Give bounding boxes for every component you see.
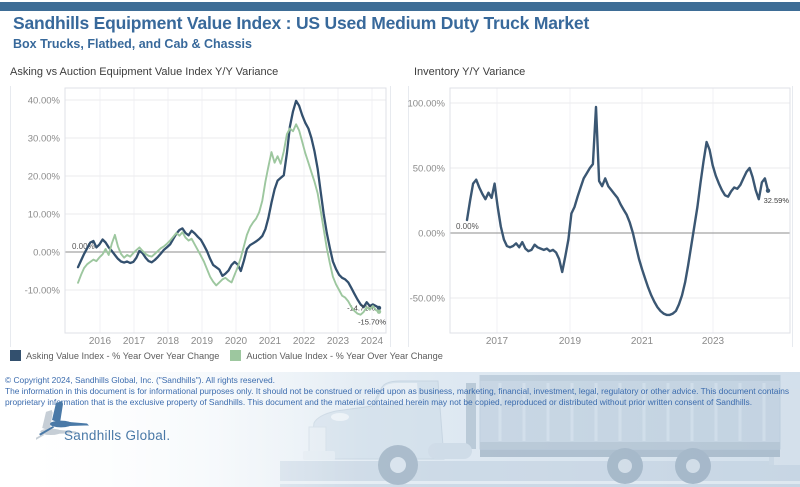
legend-item-auction: Auction Value Index - % Year Over Year C… — [230, 350, 443, 361]
y-gridlines — [65, 99, 386, 291]
svg-text:2016: 2016 — [89, 336, 112, 347]
x-gridlines — [99, 88, 373, 333]
chart-legend: Asking Value Index - % Year Over Year Ch… — [10, 350, 454, 361]
page-title: Sandhills Equipment Value Index : US Use… — [13, 13, 590, 33]
series-line-0 — [465, 105, 770, 317]
svg-text:10.00%: 10.00% — [28, 210, 61, 221]
x-gridlines — [496, 88, 714, 333]
svg-text:2022: 2022 — [293, 336, 316, 347]
svg-text:20.00%: 20.00% — [28, 172, 61, 183]
y-axis-labels: 100.00% 50.00% 0.00% -50.00% — [407, 99, 445, 305]
svg-text:2017: 2017 — [486, 336, 509, 347]
svg-text:2024: 2024 — [361, 336, 384, 347]
y-axis-labels: 40.00% 30.00% 20.00% 10.00% 0.00% -10.00% — [25, 96, 61, 297]
svg-text:100.00%: 100.00% — [407, 99, 445, 110]
logo-text: Sandhills Global. — [64, 428, 171, 443]
legend-label-auction: Auction Value Index - % Year Over Year C… — [246, 350, 443, 361]
footer: © Copyright 2024, Sandhills Global, Inc.… — [0, 372, 800, 487]
svg-text:2019: 2019 — [191, 336, 214, 347]
svg-text:-50.00%: -50.00% — [410, 294, 446, 305]
svg-text:2018: 2018 — [157, 336, 180, 347]
svg-text:2023: 2023 — [327, 336, 350, 347]
header-accent-bar — [0, 2, 800, 11]
svg-text:0.00%: 0.00% — [33, 248, 60, 259]
series-line-0 — [76, 99, 381, 310]
left-chart-title: Asking vs Auction Equipment Value Index … — [10, 66, 279, 78]
inventory-chart: 100.00% 50.00% 0.00% -50.00% 2017 2019 2021 202… — [407, 86, 793, 347]
series-end-label: -14.71% — [347, 304, 375, 313]
svg-text:50.00%: 50.00% — [413, 164, 446, 175]
copyright-line: © Copyright 2024, Sandhills Global, Inc.… — [5, 375, 276, 385]
svg-text:2023: 2023 — [702, 336, 725, 347]
svg-text:2021: 2021 — [631, 336, 654, 347]
footer-fade-overlay — [0, 372, 800, 487]
legend-item-asking: Asking Value Index - % Year Over Year Ch… — [10, 350, 219, 361]
series-end-label: -15.70% — [358, 318, 386, 327]
right-chart-title: Inventory Y/Y Variance — [414, 66, 526, 78]
value-index-chart: 40.00% 30.00% 20.00% 10.00% 0.00% -10.00% 2016… — [10, 86, 391, 347]
svg-text:40.00%: 40.00% — [28, 96, 61, 107]
svg-text:2021: 2021 — [259, 336, 282, 347]
legend-label-asking: Asking Value Index - % Year Over Year Ch… — [26, 350, 220, 361]
page-subtitle: Box Trucks, Flatbed, and Cab & Chassis — [13, 37, 252, 51]
series-end-marker — [376, 309, 382, 314]
crane-icon — [36, 401, 89, 440]
svg-text:-10.00%: -10.00% — [25, 286, 61, 297]
x-axis-labels: 2016 2017 2018 2019 2020 2021 2022 2023 2024 — [89, 336, 384, 347]
svg-text:2017: 2017 — [123, 336, 146, 347]
zero-annotation: 0.00% — [456, 222, 479, 231]
asking-swatch — [10, 350, 21, 361]
series-end-marker — [376, 305, 382, 311]
x-axis-labels: 2017 2019 2021 2023 — [486, 336, 725, 347]
footer-disclaimer: © Copyright 2024, Sandhills Global, Inc.… — [5, 375, 797, 408]
sandhills-logo: Sandhills Global. — [36, 400, 256, 460]
svg-text:2020: 2020 — [225, 336, 248, 347]
svg-text:30.00%: 30.00% — [28, 134, 61, 145]
svg-text:2019: 2019 — [559, 336, 582, 347]
zero-annotation: 0.00% — [72, 242, 95, 251]
y-gridlines — [450, 102, 790, 299]
series-end-marker — [765, 188, 771, 193]
disclaimer-text: The information in this document is for … — [5, 386, 790, 408]
series-end-label: 32.59% — [764, 196, 790, 205]
svg-text:0.00%: 0.00% — [418, 229, 445, 240]
series-line-1 — [77, 123, 380, 316]
auction-swatch — [230, 350, 242, 361]
